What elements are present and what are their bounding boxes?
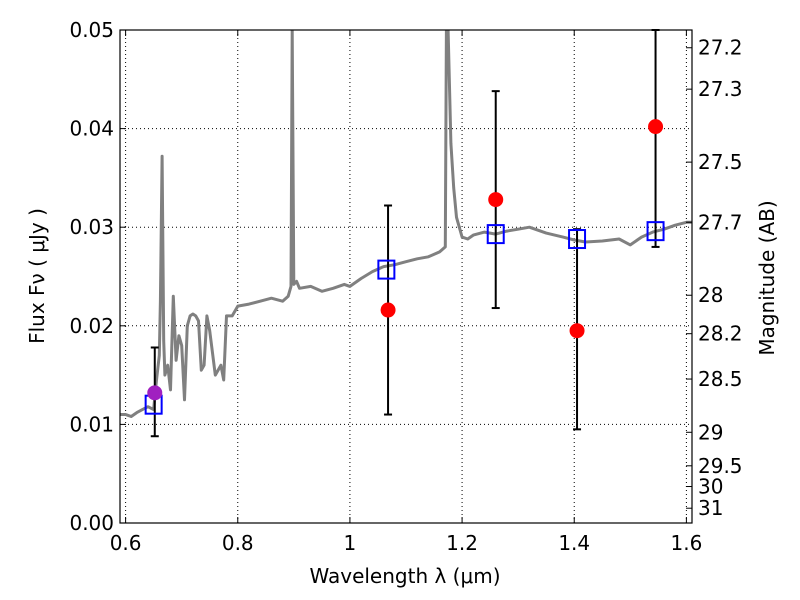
y2-tick-label: 27.3 xyxy=(698,77,743,101)
y-tick-label: 0.01 xyxy=(69,412,114,436)
y2-tick-label: 28.5 xyxy=(698,367,743,391)
observed-markers xyxy=(147,119,664,401)
y-axis-ticks: 0.00 0.01 0.02 0.03 0.04 0.05 xyxy=(69,18,126,535)
x-axis-label: Wavelength λ (μm) xyxy=(309,564,500,588)
model-square-marker xyxy=(646,221,665,242)
observed-circle-marker xyxy=(648,119,664,135)
y2-tick-label: 30 xyxy=(698,475,723,499)
y2-tick-label: 27.2 xyxy=(698,36,743,60)
y2-tick-label: 29.5 xyxy=(698,454,743,478)
observed-circle-marker xyxy=(147,385,163,401)
model-square-marker xyxy=(486,224,505,245)
y2-tick-label: 29 xyxy=(698,420,723,444)
y-tick-label: 0.05 xyxy=(69,18,114,42)
spectrum-series xyxy=(120,30,692,418)
observed-circle-marker xyxy=(488,192,504,208)
y-tick-label: 0.04 xyxy=(69,117,114,141)
model-square-marker xyxy=(377,259,396,280)
spectrum-line xyxy=(120,30,692,418)
x-tick-label: 1.4 xyxy=(558,531,590,555)
x-tick-label: 1.6 xyxy=(670,531,702,555)
model-square-marker xyxy=(568,229,587,250)
x-tick-label: 0.8 xyxy=(222,531,254,555)
plot-frame xyxy=(119,29,693,524)
y2-tick-label: 31 xyxy=(698,496,723,520)
y-tick-label: 0.00 xyxy=(69,511,114,535)
x-axis-ticks: 0.6 0.8 1 1.2 1.4 1.6 xyxy=(110,30,702,555)
y2-tick-label: 28 xyxy=(698,283,723,307)
y-tick-label: 0.03 xyxy=(69,215,114,239)
y2-axis-label: Magnitude (AB) xyxy=(755,200,779,355)
y2-tick-label: 27.5 xyxy=(698,150,743,174)
observed-circle-marker xyxy=(380,302,396,318)
y-tick-label: 0.02 xyxy=(69,314,114,338)
x-tick-label: 0.6 xyxy=(110,531,142,555)
x-tick-label: 1.2 xyxy=(446,531,478,555)
x-tick-label: 1 xyxy=(344,531,357,555)
y2-tick-label: 28.2 xyxy=(698,322,743,346)
observed-circle-marker xyxy=(569,323,585,339)
y2-tick-label: 27.7 xyxy=(698,210,743,234)
y-axis-label: Flux Fν ( μJy ) xyxy=(25,208,49,344)
